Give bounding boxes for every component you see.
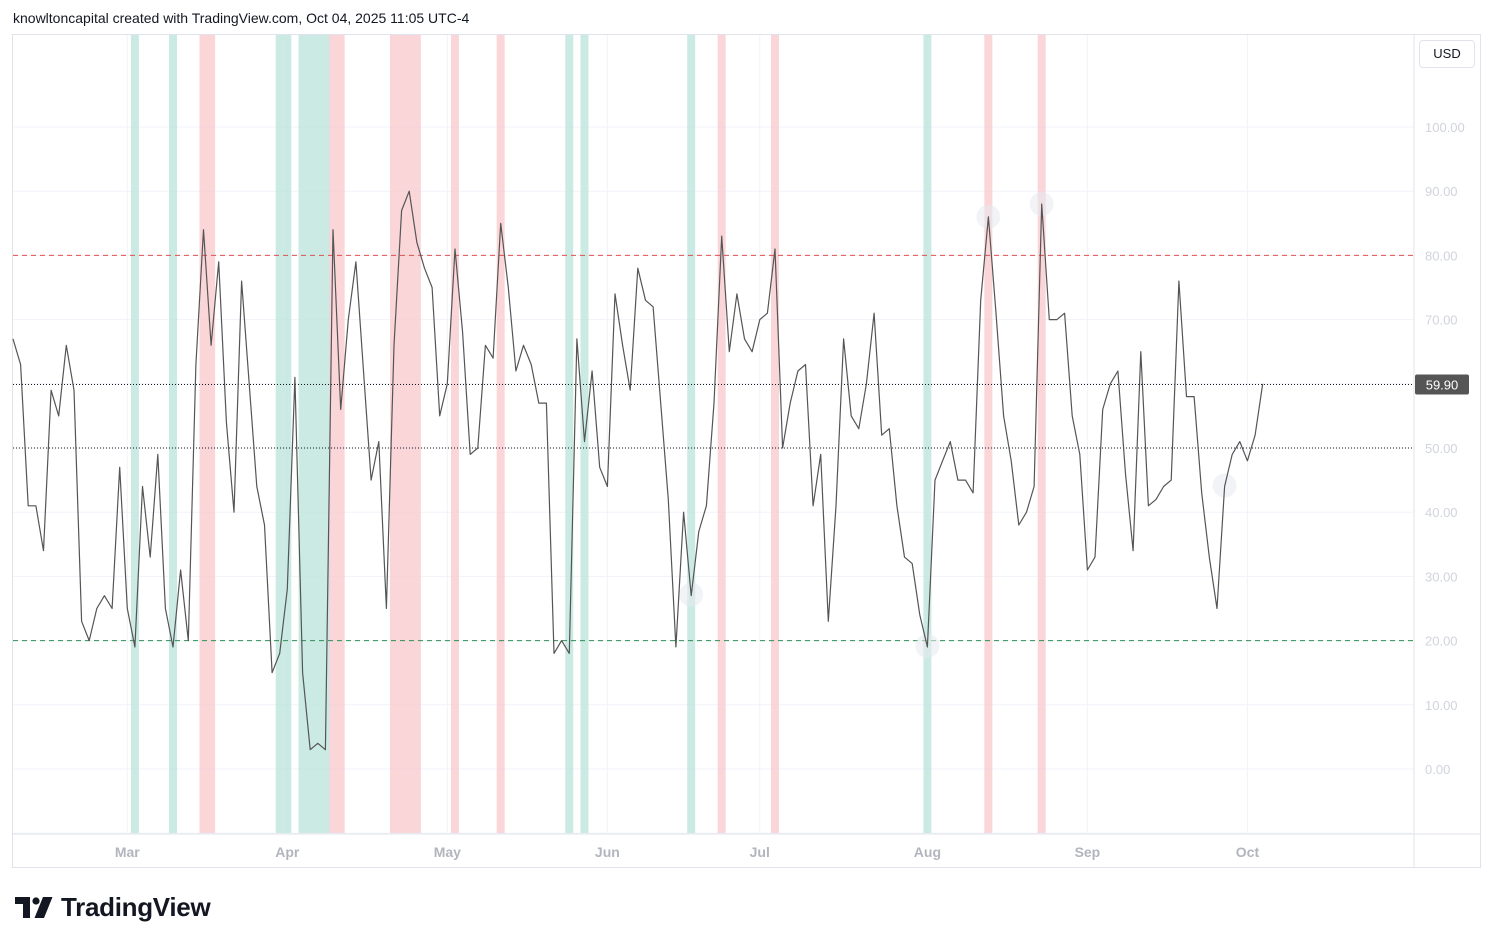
overbought-zone (1037, 35, 1046, 833)
oversold-zone (923, 35, 932, 833)
y-tick-label: 0.00 (1425, 762, 1450, 777)
y-tick-label: 30.00 (1425, 569, 1458, 584)
oversold-zone (169, 35, 178, 833)
x-tick-label: Jul (750, 844, 770, 860)
oversold-zone (275, 35, 292, 833)
y-tick-label: 40.00 (1425, 505, 1458, 520)
overbought-zone (496, 35, 505, 833)
chart-frame (12, 34, 1481, 868)
oversold-zone (298, 35, 330, 833)
overbought-zone (450, 35, 459, 833)
overbought-zone (199, 35, 216, 833)
overbought-zone (984, 35, 993, 833)
tradingview-logo-icon (15, 896, 53, 918)
currency-button[interactable]: USD (1419, 40, 1475, 68)
overbought-zone (390, 35, 421, 833)
x-tick-label: Apr (275, 844, 300, 860)
y-tick-label: 90.00 (1425, 184, 1458, 199)
x-tick-label: May (434, 844, 461, 860)
x-tick-label: Sep (1075, 844, 1101, 860)
oscillator-series-line (12, 190, 1264, 751)
y-tick-label: 10.00 (1425, 698, 1458, 713)
oversold-zone (130, 35, 139, 833)
x-tick-label: Mar (115, 844, 140, 860)
oversold-zone (565, 35, 574, 833)
oversold-zone (687, 35, 696, 833)
y-tick-label: 20.00 (1425, 634, 1458, 649)
overbought-zone (717, 35, 726, 833)
x-tick-label: Jun (595, 844, 620, 860)
x-tick-label: Aug (914, 844, 941, 860)
x-tick-label: Oct (1236, 844, 1260, 860)
y-tick-label: 100.00 (1425, 120, 1465, 135)
last-value-label: 59.90 (1426, 377, 1459, 392)
tradingview-brand[interactable]: TradingView (15, 892, 211, 923)
overbought-zone (329, 35, 345, 833)
last-value-badge (1415, 374, 1469, 395)
brand-name: TradingView (61, 892, 211, 922)
y-tick-label: 50.00 (1425, 441, 1458, 456)
y-tick-label: 80.00 (1425, 248, 1458, 263)
chart-header-caption: knowltoncapital created with TradingView… (13, 10, 470, 26)
y-tick-label: 70.00 (1425, 313, 1458, 328)
overbought-zone (771, 35, 779, 833)
